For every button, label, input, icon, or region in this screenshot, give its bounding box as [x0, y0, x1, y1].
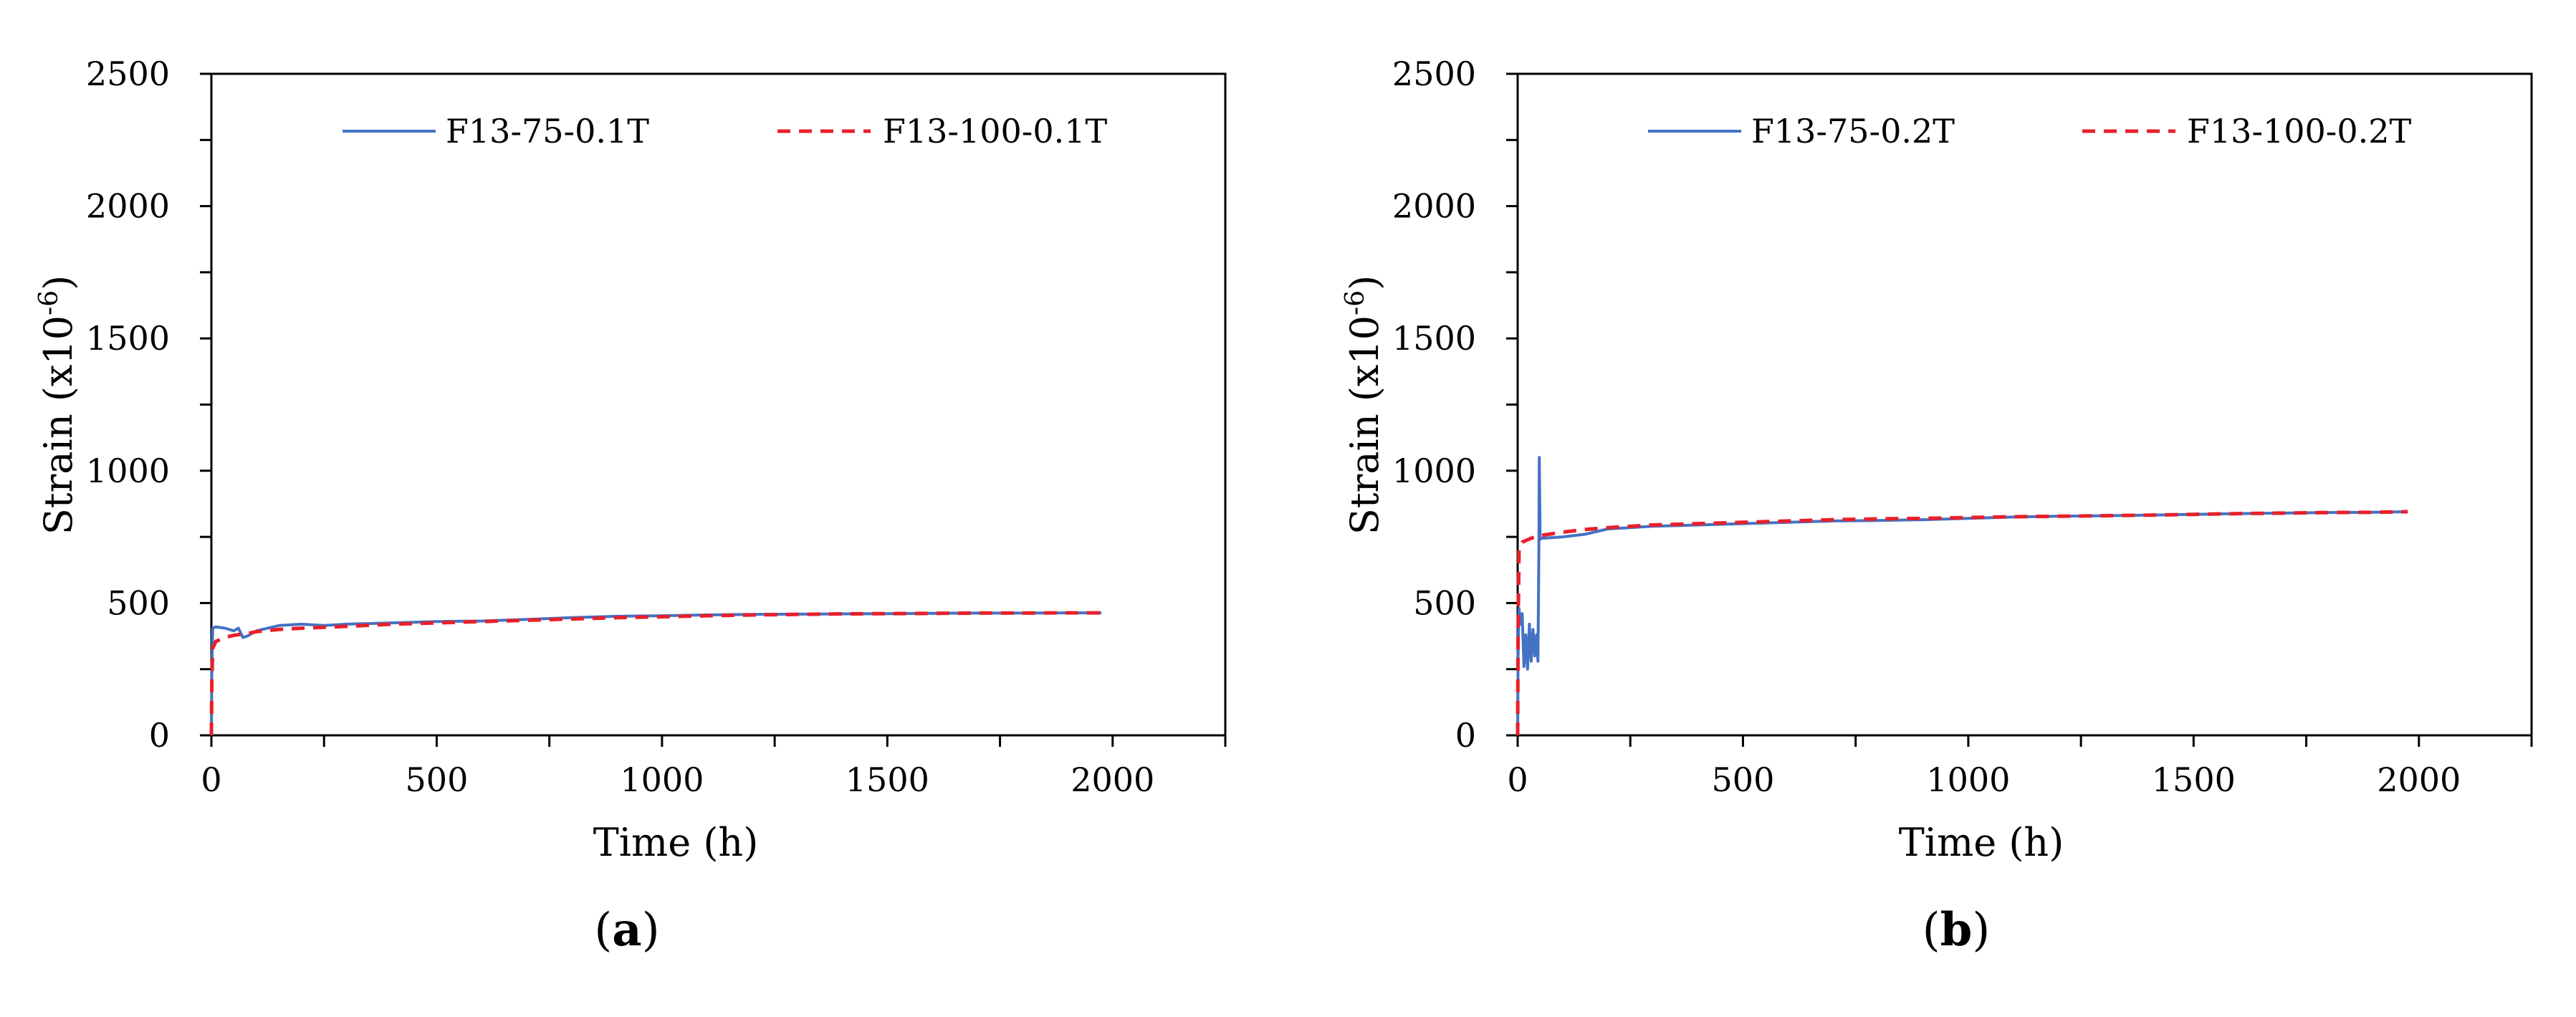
x-tick-label: 0	[201, 760, 221, 799]
y-tick-label: 2000	[1392, 187, 1476, 226]
y-tick-label: 500	[1413, 583, 1476, 622]
panel-label-a: (a)	[594, 903, 659, 957]
x-axis: 0 500 1000 1500 2000	[1507, 735, 2533, 799]
y-tick-label: 2000	[86, 187, 170, 226]
series-line-1	[1516, 456, 2408, 736]
y-tick-label: 500	[107, 583, 170, 622]
x-tick-label: 1000	[1926, 760, 2010, 799]
plot-area-border	[1516, 72, 2533, 737]
chart-panel-a: 0 500 1000 1500 2000 0 500 1000 1500 2000 2500 F1…	[34, 54, 1227, 957]
x-tick-label: 500	[1712, 760, 1775, 799]
y-axis: 0 500 1000 1500 2000 2500	[1392, 54, 1518, 755]
x-tick-label: 500	[406, 760, 469, 799]
y-tick-label: 0	[149, 716, 170, 755]
legend-label-series-2: F13-100-0.2T	[2187, 112, 2411, 151]
x-tick-label: 1000	[620, 760, 704, 799]
x-axis: 0 500 1000 1500 2000	[201, 735, 1227, 799]
y-tick-label: 1000	[86, 452, 170, 490]
legend-label-series-2: F13-100-0.1T	[883, 112, 1107, 151]
series-line-1	[210, 611, 1102, 736]
y-axis: 0 500 1000 1500 2000 2500	[86, 54, 211, 755]
x-tick-label: 0	[1507, 760, 1528, 799]
y-axis-title: Strain (x10-6)	[1341, 275, 1387, 535]
chart-panel-b: 0 500 1000 1500 2000 0 500 1000 1500 2000 2500 F1…	[1341, 54, 2533, 957]
y-tick-label: 2500	[1392, 54, 1476, 93]
x-axis-title: Time (h)	[1899, 820, 2064, 865]
series-lines	[1516, 456, 2408, 736]
panel-label-b: (b)	[1923, 903, 1991, 957]
y-tick-label: 1000	[1392, 452, 1476, 490]
y-tick-label: 0	[1455, 716, 1476, 755]
legend-label-series-1: F13-75-0.2T	[1751, 112, 1955, 151]
x-tick-label: 1500	[2152, 760, 2236, 799]
legend: F13-75-0.2T F13-100-0.2T	[1648, 112, 2411, 151]
x-tick-label: 2000	[1071, 760, 1154, 799]
x-tick-label: 1500	[846, 760, 929, 799]
y-tick-label: 2500	[86, 54, 170, 93]
legend-label-series-1: F13-75-0.1T	[446, 112, 649, 151]
y-axis-title: Strain (x10-6)	[34, 275, 81, 535]
plot-area-border	[210, 72, 1227, 737]
series-line-2	[1516, 510, 2408, 736]
series-lines	[209, 611, 1102, 736]
y-tick-label: 1500	[86, 319, 170, 358]
series-line-2	[209, 611, 1102, 736]
x-tick-label: 2000	[2377, 760, 2461, 799]
legend: F13-75-0.1T F13-100-0.1T	[343, 112, 1107, 151]
x-axis-title: Time (h)	[593, 820, 759, 865]
y-tick-label: 1500	[1392, 319, 1476, 358]
